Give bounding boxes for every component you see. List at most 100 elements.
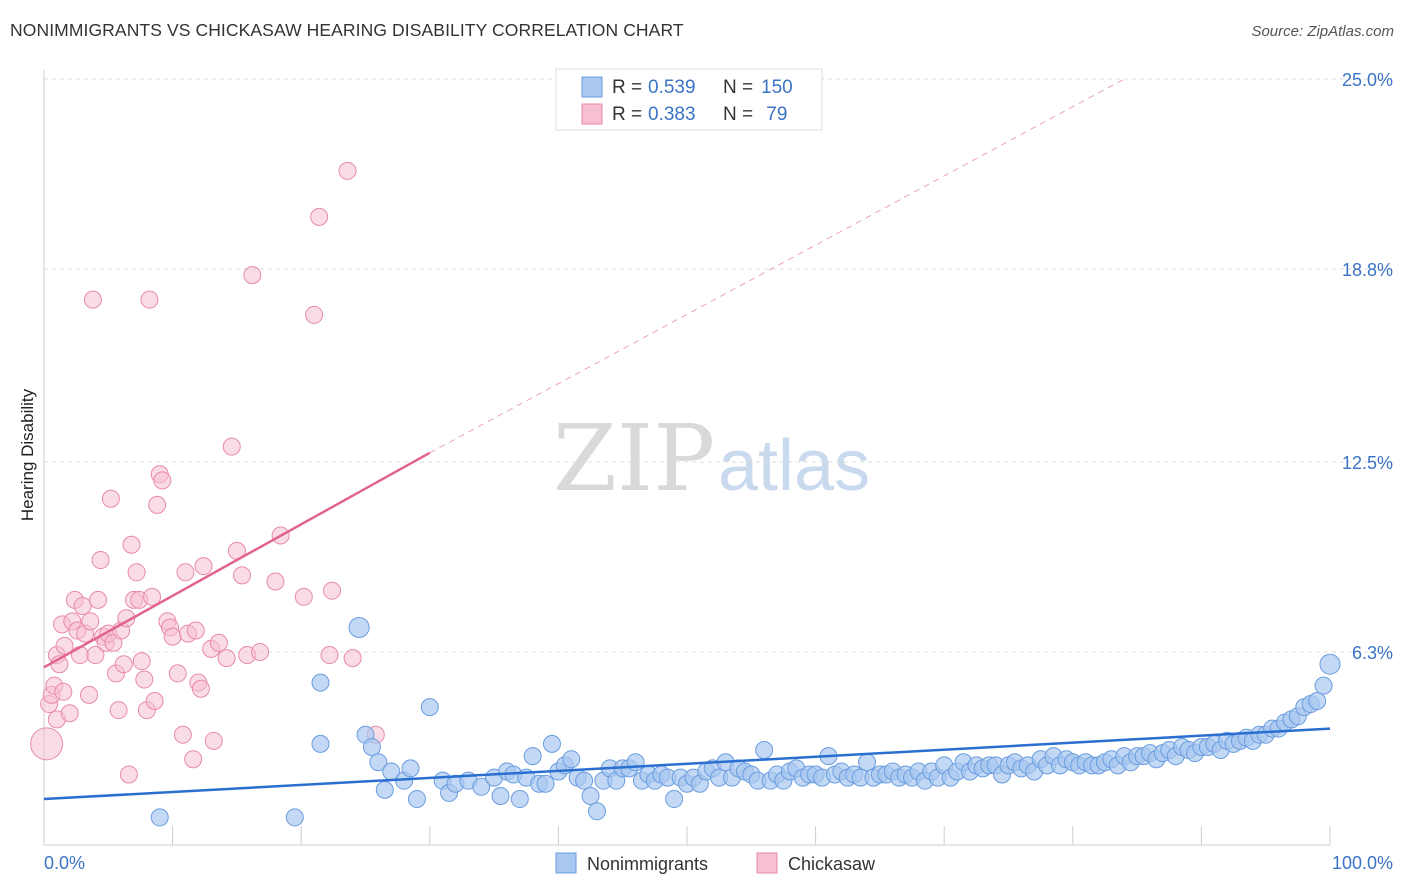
nonimmigrants-point [858,753,877,772]
chickasaw-point [176,563,195,582]
chickasaw-point [140,290,159,309]
chickasaw-point [163,627,182,646]
nonimmigrants-point [562,750,581,769]
chickasaw-point [114,655,133,674]
legend-n-label-1: N = [723,77,753,98]
chickasaw-point [119,765,138,784]
nonimmigrants-point [369,753,388,772]
nonimmigrants-point [626,753,645,772]
chickasaw-point [60,704,79,723]
legend-n-label-2: N = [723,104,753,125]
nonimmigrants-point [348,616,370,638]
nonimmigrants-point [420,698,439,717]
nonimmigrants-point [575,771,594,790]
chickasaw-point [127,563,146,582]
chickasaw-point [294,587,313,606]
legend: R = 0.539 N = 150 R = 0.383 N = 79 [555,68,823,131]
chickasaw-point [323,581,342,600]
chickasaw-point [73,597,92,616]
trend-lines [43,78,1331,801]
legend-n-value-1: 150 [761,77,793,98]
chickasaw-point [135,670,154,689]
chickasaw-point [209,633,228,652]
y-tick-label: 12.5% [1342,453,1393,473]
chickasaw-point [305,305,324,324]
chickasaw-point [222,437,241,456]
nonimmigrants-point [362,737,381,756]
chickasaw-point [143,587,162,606]
chickasaw-trend-line [43,451,431,669]
nonimmigrants-point [1308,691,1327,710]
y-tick-label: 6.3% [1352,643,1393,663]
chickasaw-point [101,489,120,508]
chickasaw-point [168,664,187,683]
chickasaw-point [86,646,105,665]
nonimmigrants-point [523,747,542,766]
watermark-atlas: atlas [718,426,870,506]
legend-swatch-chickasaw [581,103,603,125]
watermark-zip: ZIP [553,405,715,512]
x-tick-label-min: 0.0% [44,853,85,873]
chickasaw-point [204,731,223,750]
chickasaw-trend-extension [429,78,1125,454]
y-axis-title: Hearing Disability [18,388,37,521]
nonimmigrants-point [665,790,684,809]
chickasaw-point [191,679,210,698]
nonimmigrants-point [510,790,529,809]
legend-r-label-2: R = [612,104,642,125]
nonimmigrants-point [587,802,606,821]
y-tick-label: 18.8% [1342,260,1393,280]
chickasaw-point [89,590,108,609]
nonimmigrants-point [150,808,169,827]
y-tick-label: 25.0% [1342,70,1393,90]
chickasaw-point [132,652,151,671]
chickasaw-point [81,612,100,631]
bottom-legend-label-chickasaw: Chickasaw [788,854,876,874]
chickasaw-point [54,682,73,701]
nonimmigrants-point [581,786,600,805]
chickasaw-point [186,621,205,640]
source-label: Source: ZipAtlas.com [1251,23,1394,40]
nonimmigrants-point [401,759,420,778]
chickasaw-point [251,642,270,661]
nonimmigrants-point [285,808,304,827]
chickasaw-point [233,566,252,585]
gridlines [44,78,1395,653]
chickasaw-point [109,701,128,720]
chickasaw-point [30,727,64,761]
chart-title: NONIMMIGRANTS VS CHICKASAW HEARING DISAB… [10,20,684,40]
series-chickasaw [30,161,385,784]
x-tick-label-max: 100.0% [1332,853,1393,873]
x-ticks [172,826,1331,845]
chickasaw-point [148,495,167,514]
chickasaw-point [217,649,236,668]
chickasaw-point [55,636,74,655]
nonimmigrants-trend-line [43,727,1331,801]
chickasaw-point [71,646,90,665]
legend-r-value-2: 0.383 [648,104,696,125]
watermark: ZIP atlas [553,405,870,512]
chickasaw-point [173,725,192,744]
chickasaw-point [343,649,362,668]
nonimmigrants-point [1319,653,1341,675]
chickasaw-point [83,290,102,309]
bottom-legend-swatch-chickasaw [756,852,778,874]
chickasaw-point [194,557,213,576]
chickasaw-point [310,207,329,226]
chickasaw-point [184,750,203,769]
chickasaw-point [153,471,172,490]
chickasaw-point [145,691,164,710]
nonimmigrants-point [542,734,561,753]
bottom-legend-label-nonimmigrants: Nonimmigrants [587,854,708,874]
nonimmigrants-point [407,790,426,809]
nonimmigrants-point [536,774,555,793]
chickasaw-point [320,646,339,665]
chickasaw-point [266,572,285,591]
chickasaw-point [243,266,262,285]
nonimmigrants-point [1314,676,1333,695]
nonimmigrants-point [311,673,330,692]
chickasaw-point [80,685,99,704]
nonimmigrants-point [491,786,510,805]
chickasaw-point [91,551,110,570]
